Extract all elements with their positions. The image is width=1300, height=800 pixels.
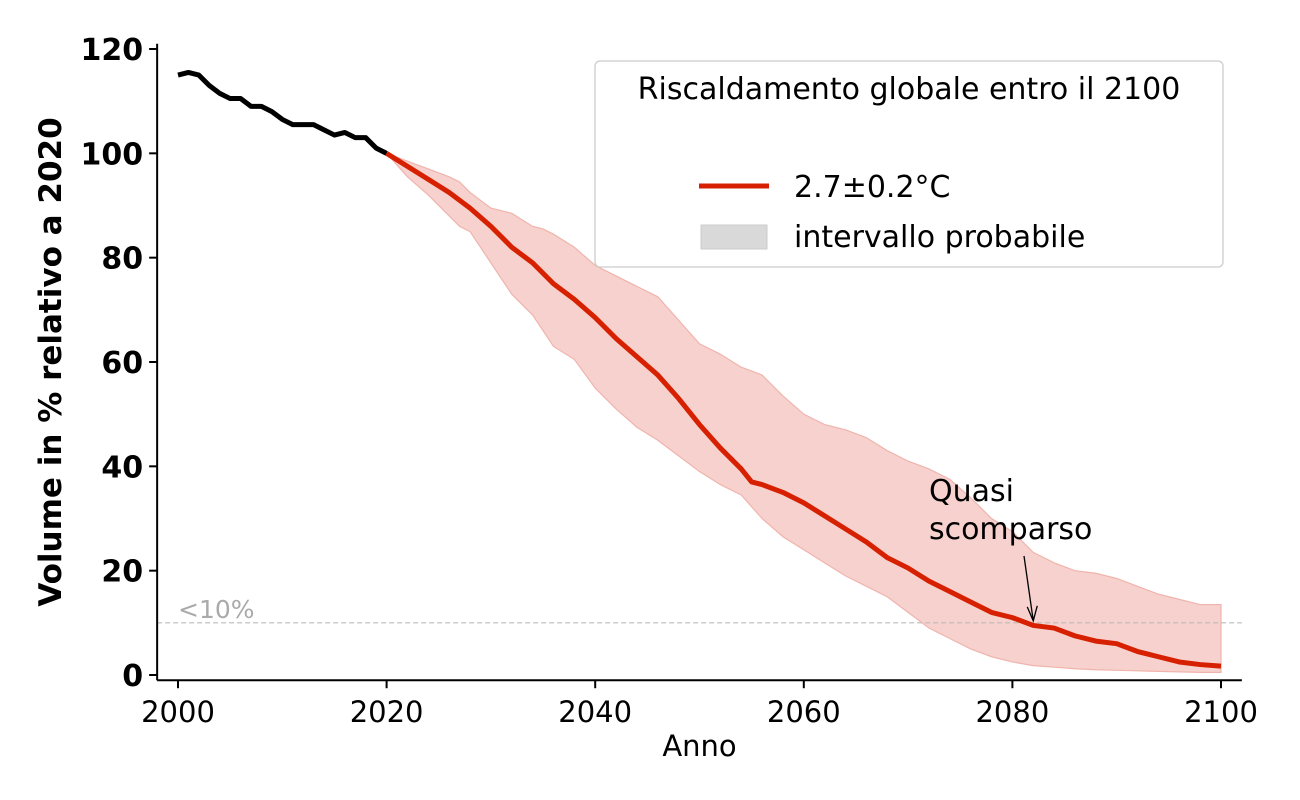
annotation-nearly-vanished: Quasi scomparso — [929, 474, 1092, 623]
y-tick-label: 100 — [81, 137, 144, 172]
x-tick-label: 2060 — [767, 695, 841, 729]
annotation-text-line-1: Quasi — [929, 474, 1014, 509]
legend: Riscaldamento globale entro il 2100 2.7±… — [594, 60, 1224, 268]
y-tick-label: 40 — [101, 450, 143, 485]
series-line-historical — [177, 69, 388, 156]
y-tick-label: 80 — [101, 242, 143, 277]
legend-frame — [594, 60, 1224, 268]
annotation-arrow — [1023, 555, 1034, 621]
plot-area: <10% — [157, 69, 1242, 673]
series-line-projection — [385, 151, 1222, 669]
legend-entry-likely-range: intervallo probabile — [794, 220, 1085, 255]
legend-patch-swatch — [700, 224, 768, 250]
y-tick-label: 20 — [101, 555, 143, 590]
legend-entry-projection: 2.7±0.2°C — [794, 170, 951, 205]
reference-line-label: <10% — [178, 595, 255, 624]
y-tick-label: 60 — [101, 346, 143, 381]
x-tick-label: 2020 — [350, 695, 424, 729]
annotation-arrowhead-icon — [1026, 605, 1038, 623]
y-ticks: 0 20 40 60 80 100 120 — [81, 33, 158, 694]
x-axis-title: Anno — [662, 729, 736, 763]
x-tick-label: 2100 — [1184, 695, 1258, 729]
x-ticks: 2000 2020 2040 2060 2080 2100 — [141, 680, 1258, 729]
x-tick-label: 2080 — [975, 695, 1049, 729]
annotation-text-line-2: scomparso — [929, 512, 1092, 547]
legend-title: Riscaldamento globale entro il 2100 — [638, 72, 1181, 107]
x-tick-label: 2040 — [558, 695, 632, 729]
likely-range-band — [386, 152, 1222, 673]
x-tick-label: 2000 — [141, 695, 215, 729]
y-axis-title: Volume in % relativo a 2020 — [33, 117, 69, 606]
y-tick-label: 120 — [81, 33, 144, 68]
y-tick-label: 0 — [122, 659, 143, 694]
